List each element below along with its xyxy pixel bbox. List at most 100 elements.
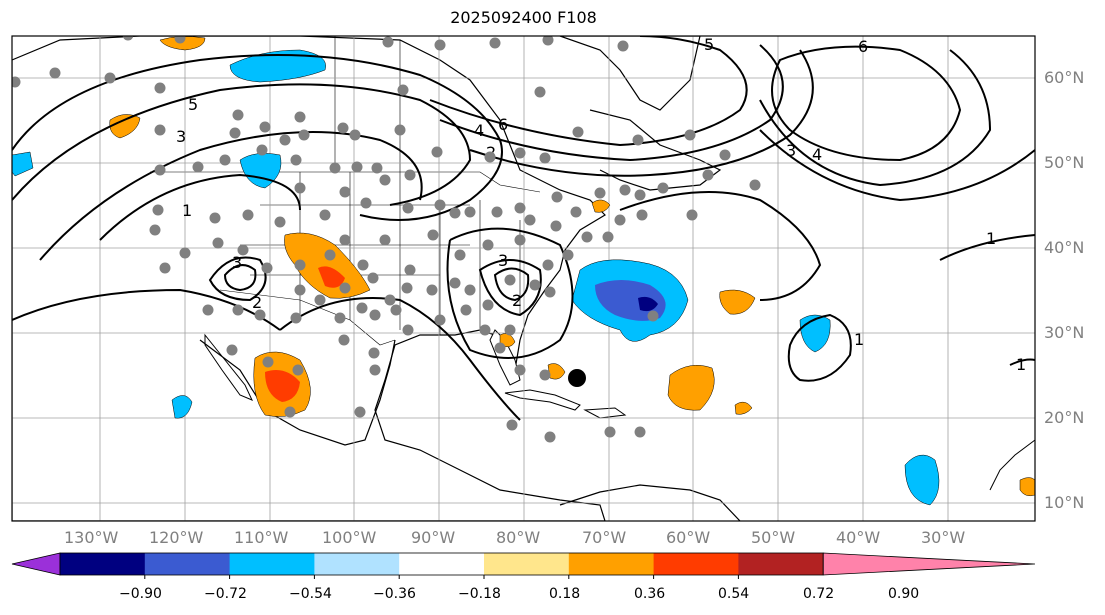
- anomaly-blob-east-atlantic: [904, 454, 940, 506]
- map-title: 2025092400 F108: [450, 8, 597, 27]
- lat-label: 10°N: [1044, 493, 1085, 512]
- station-point: [237, 244, 249, 256]
- station-point: [367, 272, 379, 284]
- station-point: [434, 314, 446, 326]
- station-point: [290, 312, 302, 324]
- station-point: [647, 310, 659, 322]
- lon-label: 100°W: [322, 528, 377, 547]
- station-point: [544, 431, 556, 443]
- contour-label: 2: [512, 291, 522, 310]
- station-point: [159, 262, 171, 274]
- mexico-gulf-coast: [199, 339, 396, 446]
- colorbar-segment: [60, 553, 146, 575]
- station-point: [379, 174, 391, 186]
- station-point: [284, 406, 296, 418]
- station-point: [339, 282, 351, 294]
- contour-label: 3: [176, 127, 186, 146]
- station-point: [356, 302, 368, 314]
- station-point: [514, 202, 526, 214]
- station-point: [542, 259, 554, 271]
- station-point: [404, 264, 416, 276]
- colorbar-segment: [399, 553, 485, 575]
- station-point: [232, 109, 244, 121]
- station-point: [232, 304, 244, 316]
- station-point: [154, 124, 166, 136]
- station-point: [152, 204, 164, 216]
- contour-label: 6: [858, 37, 868, 56]
- anomaly-blob-subtropical: [734, 401, 753, 415]
- station-point: [570, 206, 582, 218]
- station-point: [634, 189, 646, 201]
- station-point: [339, 186, 351, 198]
- station-point: [229, 127, 241, 139]
- station-point: [702, 169, 714, 181]
- station-point: [494, 342, 506, 354]
- station-point: [12, 76, 21, 88]
- lon-label: 40°W: [836, 528, 881, 547]
- contour-label: 3: [232, 253, 242, 272]
- station-point: [632, 134, 644, 146]
- station-point: [434, 39, 446, 51]
- lon-label: 70°W: [582, 528, 627, 547]
- station-point: [460, 304, 472, 316]
- contour-label: 1: [986, 229, 996, 248]
- station-point: [371, 162, 383, 174]
- station-point: [154, 164, 166, 176]
- station-point: [290, 154, 302, 166]
- station-point: [426, 284, 438, 296]
- station-point: [209, 212, 221, 224]
- station-point: [539, 152, 551, 164]
- station-point: [594, 187, 606, 199]
- colorbar-segment: [653, 553, 739, 575]
- station-point: [226, 344, 238, 356]
- station-point: [349, 129, 361, 141]
- colorbar-segment: [144, 553, 231, 575]
- contour-label: 6: [498, 115, 508, 134]
- contour-label: 2: [252, 293, 262, 312]
- station-point: [491, 206, 503, 218]
- station-point: [357, 259, 369, 271]
- station-point: [390, 304, 402, 316]
- colorbar-tick-label: 0.18: [549, 586, 581, 602]
- station-point: [602, 231, 614, 243]
- colorbar-segment: [484, 553, 570, 575]
- station-point: [431, 146, 443, 158]
- station-point: [534, 86, 546, 98]
- colorbar-segment: [738, 553, 824, 575]
- station-point: [604, 426, 616, 438]
- lat-label: 40°N: [1044, 238, 1085, 257]
- anomaly-blob-pacific-west: [171, 395, 193, 419]
- colorbar-segment: [229, 553, 315, 575]
- station-point: [539, 369, 551, 381]
- anomaly-blob-north-pacific: [229, 49, 326, 83]
- station-point: [562, 249, 574, 261]
- station-point: [449, 207, 461, 219]
- colorbar-tick-label: 0.36: [634, 586, 666, 602]
- station-point: [104, 72, 116, 84]
- station-point: [382, 36, 394, 48]
- anomaly-blob-mexico-core: [265, 369, 300, 402]
- colorbar-tick-label: −0.54: [289, 586, 332, 602]
- station-point: [542, 36, 554, 46]
- contour-label: 5: [188, 95, 198, 114]
- contour-label: 1: [1016, 355, 1026, 374]
- colorbar-tick-label: −0.18: [458, 586, 501, 602]
- station-point: [314, 294, 326, 306]
- station-point: [550, 220, 562, 232]
- station-point: [434, 199, 446, 211]
- anomaly-blob-central-atlantic: [719, 289, 756, 315]
- station-point: [256, 144, 268, 156]
- station-point: [49, 67, 61, 79]
- colorbar-segment: [314, 553, 400, 575]
- map-frame: [11, 35, 1036, 522]
- anomaly-blob-hudson: [109, 114, 141, 139]
- station-point: [329, 162, 341, 174]
- anomaly-blob-west-atlantic: [667, 364, 715, 411]
- lat-label: 60°N: [1044, 68, 1085, 87]
- station-point: [262, 356, 274, 368]
- colorbar-tick-label: −0.90: [119, 586, 162, 602]
- anomaly-blob-africa: [1019, 477, 1035, 497]
- lon-label: 110°W: [234, 528, 289, 547]
- contours: [12, 36, 1035, 421]
- contour-label: 1: [854, 330, 864, 349]
